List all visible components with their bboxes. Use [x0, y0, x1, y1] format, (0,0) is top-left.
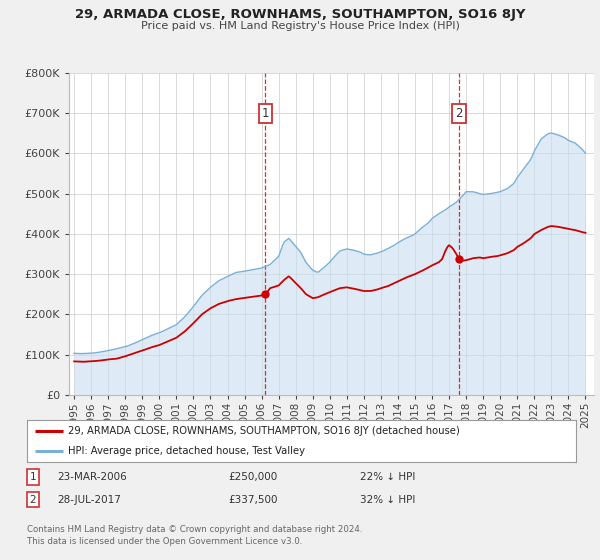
Text: 29, ARMADA CLOSE, ROWNHAMS, SOUTHAMPTON, SO16 8JY (detached house): 29, ARMADA CLOSE, ROWNHAMS, SOUTHAMPTON,…: [68, 426, 460, 436]
Text: 29, ARMADA CLOSE, ROWNHAMS, SOUTHAMPTON, SO16 8JY: 29, ARMADA CLOSE, ROWNHAMS, SOUTHAMPTON,…: [75, 8, 525, 21]
Text: 1: 1: [29, 472, 37, 482]
Text: £337,500: £337,500: [228, 494, 277, 505]
Text: £250,000: £250,000: [228, 472, 277, 482]
Text: 23-MAR-2006: 23-MAR-2006: [57, 472, 127, 482]
Text: 2: 2: [29, 494, 37, 505]
Text: 28-JUL-2017: 28-JUL-2017: [57, 494, 121, 505]
Text: Contains HM Land Registry data © Crown copyright and database right 2024.
This d: Contains HM Land Registry data © Crown c…: [27, 525, 362, 546]
Text: 22% ↓ HPI: 22% ↓ HPI: [360, 472, 415, 482]
Text: 32% ↓ HPI: 32% ↓ HPI: [360, 494, 415, 505]
Text: HPI: Average price, detached house, Test Valley: HPI: Average price, detached house, Test…: [68, 446, 305, 456]
Text: Price paid vs. HM Land Registry's House Price Index (HPI): Price paid vs. HM Land Registry's House …: [140, 21, 460, 31]
Text: 2: 2: [455, 106, 463, 119]
Text: 1: 1: [262, 106, 269, 119]
